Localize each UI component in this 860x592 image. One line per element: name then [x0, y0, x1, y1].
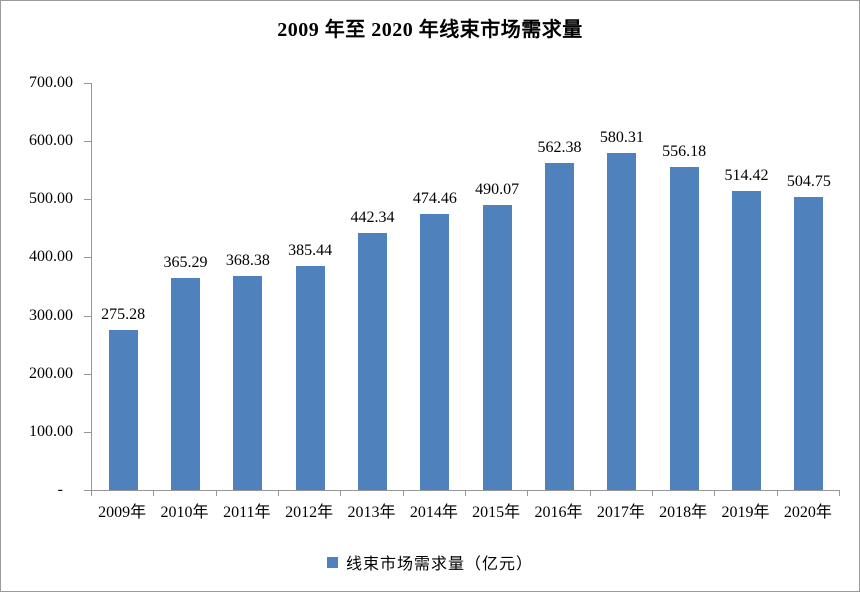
bar-value-label: 385.44 — [288, 241, 333, 259]
x-axis-label: 2018年 — [659, 504, 708, 521]
bar-2017年 — [607, 152, 637, 490]
x-axis-label: 2015年 — [472, 504, 521, 521]
x-axis-tick — [215, 491, 217, 496]
y-axis-tick — [84, 373, 91, 375]
y-axis-tick — [84, 199, 91, 201]
bar-2018年 — [669, 166, 699, 490]
x-axis-tick — [278, 491, 279, 496]
x-axis-tick — [153, 491, 155, 496]
x-axis-label: 2014年 — [409, 504, 458, 521]
y-axis-tick — [84, 141, 91, 143]
bar-value-label: 490.07 — [475, 181, 520, 199]
bar-2010年 — [171, 277, 200, 490]
x-axis-label: 2017年 — [596, 504, 645, 521]
x-axis-tick — [465, 491, 466, 496]
bar-value-label: 556.18 — [662, 142, 707, 160]
x-axis-tick — [839, 491, 840, 496]
x-axis-label: 2013年 — [347, 504, 396, 521]
bar-value-label: 504.75 — [786, 172, 831, 190]
y-axis-label: 400.00 — [29, 248, 73, 266]
bar-2015年 — [482, 205, 512, 490]
bar-value-label: 562.38 — [537, 139, 582, 157]
bar-value-label: 442.34 — [350, 208, 395, 226]
x-axis-tick — [91, 491, 92, 496]
y-axis-label: 600.00 — [29, 132, 73, 150]
x-axis-label: 2010年 — [160, 504, 209, 521]
x-axis-tick — [340, 491, 342, 496]
y-axis-label: 200.00 — [29, 364, 73, 382]
y-axis-tick — [84, 431, 91, 433]
bar-value-label: 580.31 — [599, 128, 644, 146]
x-axis-label: 2019年 — [721, 504, 770, 521]
legend-swatch-icon — [326, 556, 338, 568]
x-axis-tick — [527, 491, 529, 496]
bar-value-label: 368.38 — [225, 251, 270, 269]
y-axis-tick — [84, 315, 91, 317]
x-axis-tick — [402, 491, 404, 496]
x-axis-label: 2012年 — [285, 504, 334, 521]
x-axis-tick — [714, 491, 716, 496]
x-axis-label: 2020年 — [783, 504, 832, 521]
y-axis-label: 100.00 — [29, 422, 73, 440]
y-axis-label: - — [57, 481, 63, 498]
bar-2014年 — [420, 214, 450, 490]
y-axis-label: 500.00 — [29, 190, 73, 208]
bar-value-label: 474.46 — [412, 190, 457, 208]
bar-2012年 — [295, 265, 325, 490]
y-axis-tick — [84, 490, 91, 491]
y-axis-label: 300.00 — [29, 306, 73, 324]
plot-area: 275.28 365.29 368.38 385.44 442.34 474.46 490.… — [91, 83, 840, 491]
bar-value-label: 514.42 — [724, 166, 769, 184]
x-axis-tick — [652, 491, 653, 496]
x-axis-tick — [589, 491, 591, 496]
legend: 线束市场需求量（亿元） — [1, 550, 859, 574]
bar-2020年 — [794, 196, 824, 490]
y-axis-tick — [84, 83, 91, 84]
bar-2019年 — [732, 190, 761, 490]
bar-2011年 — [233, 275, 263, 490]
x-axis-label: 2011年 — [223, 504, 271, 521]
x-axis-tick — [776, 491, 778, 496]
y-axis-label: 700.00 — [29, 74, 73, 91]
y-axis-tick — [84, 257, 91, 259]
x-axis-label: 2009年 — [98, 504, 147, 521]
bar-2016年 — [545, 163, 574, 490]
bar-value-label: 365.29 — [163, 253, 208, 271]
bar-value-label: 275.28 — [101, 305, 146, 323]
legend-label: 线束市场需求量（亿元） — [345, 556, 533, 573]
bar-2013年 — [358, 232, 387, 490]
x-axis-label: 2016年 — [534, 504, 583, 521]
chart-title: 2009 年至 2020 年线束市场需求量 — [277, 19, 583, 41]
bar-2009年 — [108, 329, 138, 490]
